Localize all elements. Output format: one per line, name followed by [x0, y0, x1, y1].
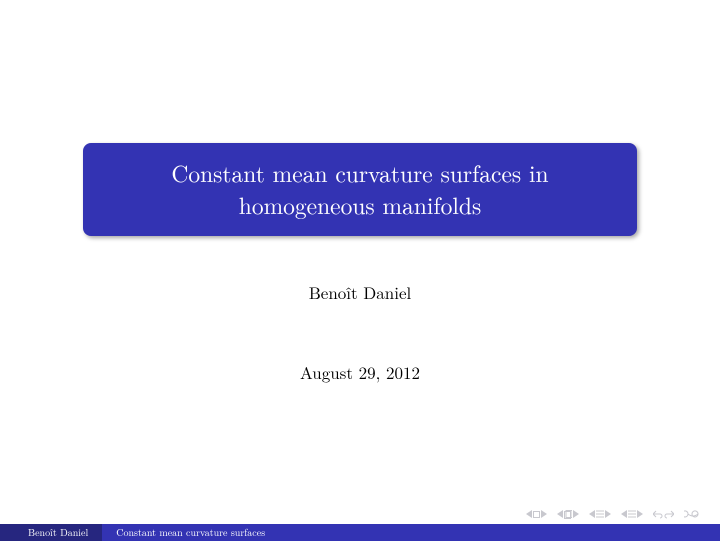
- presentation-date: August 29, 2012: [300, 360, 420, 384]
- slide-body: Constant mean curvature surfaces in homo…: [0, 0, 720, 521]
- triangle-left-icon: [557, 510, 563, 518]
- nav-prev-section[interactable]: [557, 510, 579, 519]
- lines-icon: [628, 510, 636, 518]
- triangle-left-icon: [621, 510, 627, 518]
- triangle-right-icon: [637, 510, 643, 518]
- footer-title: Constant mean curvature surfaces: [102, 524, 720, 541]
- square-icon: [533, 511, 540, 518]
- footer-bar: Benoît Daniel Constant mean curvature su…: [0, 524, 720, 541]
- author-name: Benoît Daniel: [309, 280, 411, 304]
- title-line-2: homogeneous manifolds: [101, 189, 619, 221]
- slide-page: Constant mean curvature surfaces in homo…: [0, 0, 720, 541]
- nav-next[interactable]: [621, 510, 643, 518]
- loop-icon: [684, 509, 702, 519]
- triangle-right-icon: [573, 510, 579, 518]
- nav-icon-bar: [526, 509, 702, 519]
- nav-back-forward[interactable]: [653, 510, 674, 519]
- triangle-left-icon: [526, 510, 532, 518]
- nav-prev[interactable]: [589, 510, 611, 518]
- nav-search[interactable]: [684, 509, 702, 519]
- lines-icon: [596, 510, 604, 518]
- footer-author: Benoît Daniel: [0, 524, 102, 541]
- triangle-right-icon: [541, 510, 547, 518]
- forward-arrow-icon: [664, 510, 674, 519]
- nav-first[interactable]: [526, 510, 547, 518]
- back-arrow-icon: [653, 510, 663, 519]
- title-block: Constant mean curvature surfaces in homo…: [83, 143, 637, 236]
- title-line-1: Constant mean curvature surfaces in: [101, 157, 619, 189]
- doc-icon: [564, 510, 572, 519]
- triangle-right-icon: [605, 510, 611, 518]
- triangle-left-icon: [589, 510, 595, 518]
